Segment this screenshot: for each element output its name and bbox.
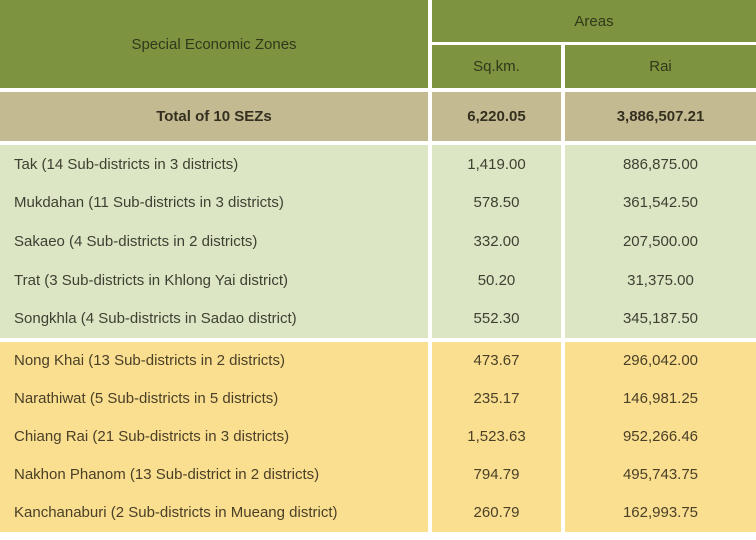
- zone-name: Narathiwat (5 Sub-districts in 5 distric…: [0, 379, 428, 418]
- table-header: Special Economic Zones Areas Sq.km. Rai: [0, 0, 756, 88]
- table-row: Narathiwat (5 Sub-districts in 5 distric…: [0, 379, 756, 418]
- zone-rai: 495,743.75: [565, 455, 756, 494]
- total-row: Total of 10 SEZs 6,220.05 3,886,507.21: [0, 92, 756, 141]
- zone-sqkm: 578.50: [432, 183, 561, 223]
- column-header-rai: Rai: [565, 45, 756, 88]
- zone-name: Songkhla (4 Sub-districts in Sadao distr…: [0, 299, 428, 338]
- zone-name: Tak (14 Sub-districts in 3 districts): [0, 145, 428, 184]
- table-row: Nakhon Phanom (13 Sub-district in 2 dist…: [0, 455, 756, 494]
- column-header-zones: Special Economic Zones: [0, 0, 428, 88]
- table-row: Chiang Rai (21 Sub-districts in 3 distri…: [0, 417, 756, 456]
- zone-name: Chiang Rai (21 Sub-districts in 3 distri…: [0, 417, 428, 456]
- table-row: Sakaeo (4 Sub-districts in 2 districts) …: [0, 222, 756, 261]
- table-row: Nong Khai (13 Sub-districts in 2 distric…: [0, 341, 756, 380]
- table-row: Songkhla (4 Sub-districts in Sadao distr…: [0, 299, 756, 338]
- section-yellow: Nong Khai (13 Sub-districts in 2 distric…: [0, 341, 756, 532]
- zone-name: Sakaeo (4 Sub-districts in 2 districts): [0, 222, 428, 261]
- zone-sqkm: 473.67: [432, 341, 561, 380]
- zone-name: Kanchanaburi (2 Sub-districts in Mueang …: [0, 493, 428, 532]
- table-row: Kanchanaburi (2 Sub-districts in Mueang …: [0, 493, 756, 532]
- zone-rai: 207,500.00: [565, 222, 756, 261]
- zone-sqkm: 332.00: [432, 222, 561, 261]
- zone-name: Trat (3 Sub-districts in Khlong Yai dist…: [0, 260, 428, 300]
- total-rai: 3,886,507.21: [565, 92, 756, 141]
- zone-sqkm: 1,419.00: [432, 145, 561, 184]
- zone-rai: 886,875.00: [565, 145, 756, 184]
- total-label: Total of 10 SEZs: [0, 92, 428, 141]
- zone-rai: 952,266.46: [565, 417, 756, 456]
- total-sqkm: 6,220.05: [432, 92, 561, 141]
- zone-rai: 361,542.50: [565, 183, 756, 223]
- zone-sqkm: 50.20: [432, 260, 561, 300]
- column-header-sqkm: Sq.km.: [432, 45, 561, 88]
- column-header-areas: Areas: [432, 0, 756, 42]
- table-row: Tak (14 Sub-districts in 3 districts) 1,…: [0, 145, 756, 184]
- zone-sqkm: 1,523.63: [432, 417, 561, 456]
- zone-name: Nakhon Phanom (13 Sub-district in 2 dist…: [0, 455, 428, 494]
- zone-rai: 296,042.00: [565, 341, 756, 380]
- zone-rai: 146,981.25: [565, 379, 756, 418]
- zone-rai: 31,375.00: [565, 260, 756, 300]
- zone-sqkm: 260.79: [432, 493, 561, 532]
- zone-name: Mukdahan (11 Sub-districts in 3 district…: [0, 183, 428, 223]
- zone-sqkm: 794.79: [432, 455, 561, 494]
- zone-sqkm: 235.17: [432, 379, 561, 418]
- zone-sqkm: 552.30: [432, 299, 561, 338]
- zone-rai: 162,993.75: [565, 493, 756, 532]
- zone-name: Nong Khai (13 Sub-districts in 2 distric…: [0, 341, 428, 380]
- table-row: Mukdahan (11 Sub-districts in 3 district…: [0, 183, 756, 223]
- zone-rai: 345,187.50: [565, 299, 756, 338]
- table-row: Trat (3 Sub-districts in Khlong Yai dist…: [0, 260, 756, 300]
- section-green: Tak (14 Sub-districts in 3 districts) 1,…: [0, 145, 756, 338]
